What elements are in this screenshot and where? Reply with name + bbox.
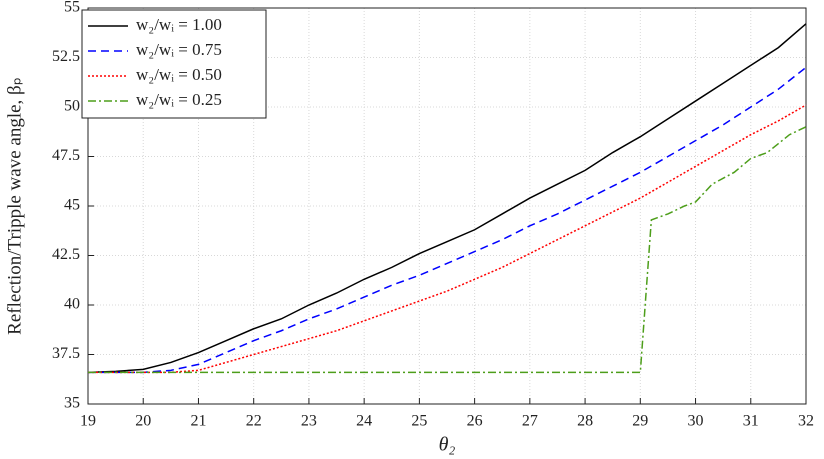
y-tick-label: 47.5 bbox=[52, 147, 80, 164]
y-tick-label: 52.5 bbox=[52, 48, 80, 65]
x-tick-label: 30 bbox=[688, 413, 704, 430]
y-tick-label: 42.5 bbox=[52, 246, 80, 263]
legend-box bbox=[81, 9, 267, 119]
x-tick-label: 23 bbox=[301, 413, 317, 430]
x-tick-label: 24 bbox=[356, 413, 372, 430]
legend-label: w₂/wᵢ = 0.25 bbox=[136, 90, 222, 109]
y-tick-label: 37.5 bbox=[52, 345, 80, 362]
y-tick-label: 55 bbox=[64, 0, 80, 16]
y-tick-label: 50 bbox=[64, 98, 80, 115]
x-tick-label: 27 bbox=[522, 413, 538, 430]
series-line bbox=[87, 23, 807, 374]
x-tick-label: 32 bbox=[798, 413, 814, 430]
x-tick-label: 29 bbox=[632, 413, 648, 430]
x-tick-label: 26 bbox=[467, 413, 483, 430]
x-tick-label: 22 bbox=[246, 413, 262, 430]
y-tick-label: 45 bbox=[64, 197, 80, 214]
x-axis-label: θ₂ bbox=[439, 434, 456, 456]
x-tick-label: 25 bbox=[411, 413, 427, 430]
legend-label: w₂/wᵢ = 0.50 bbox=[136, 65, 222, 84]
series-line bbox=[88, 104, 807, 374]
series-line bbox=[88, 126, 807, 374]
y-axis-label: Reflection/Tripple wave angle, βₚ bbox=[4, 77, 25, 335]
x-tick-label: 21 bbox=[190, 413, 206, 430]
legend-label: w₂/wᵢ = 1.00 bbox=[136, 15, 222, 34]
x-tick-label: 19 bbox=[80, 413, 96, 430]
x-tick-label: 31 bbox=[743, 413, 759, 430]
x-tick-label: 28 bbox=[577, 413, 593, 430]
series-line bbox=[88, 66, 807, 374]
y-tick-label: 35 bbox=[64, 395, 80, 412]
axes-box bbox=[87, 7, 807, 405]
y-tick-label: 40 bbox=[64, 296, 80, 313]
legend-label: w₂/wᵢ = 0.75 bbox=[136, 40, 222, 59]
x-tick-label: 20 bbox=[135, 413, 151, 430]
